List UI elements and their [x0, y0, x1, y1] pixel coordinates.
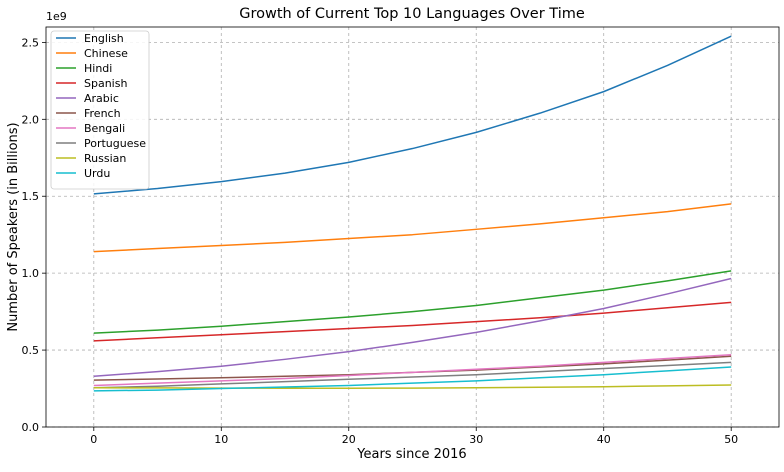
legend-label-russian: Russian	[84, 152, 126, 165]
series-lines	[93, 35, 732, 392]
x-tick-label: 0	[90, 433, 97, 446]
series-line-hindi	[93, 270, 732, 334]
x-tick-label: 40	[597, 433, 611, 446]
legend: English Chinese Hindi Spanish Arabic French Be…	[50, 30, 150, 190]
series-line-chinese	[93, 203, 732, 253]
legend-label-urdu: Urdu	[84, 167, 110, 180]
series-line-urdu	[93, 366, 732, 392]
x-tick-label: 20	[342, 433, 356, 446]
y-tick-label: 1.5	[22, 190, 40, 203]
y-axis-label: Number of Speakers (in Billions)	[6, 122, 21, 331]
chart-title: Growth of Current Top 10 Languages Over …	[239, 6, 585, 22]
legend-label-portuguese: Portuguese	[84, 137, 146, 150]
y-tick-label: 2.0	[22, 113, 40, 126]
legend-label-english: English	[84, 32, 124, 45]
legend-frame	[50, 30, 150, 190]
x-tick-label: 30	[469, 433, 483, 446]
y-tick-label: 0.0	[22, 421, 40, 434]
legend-label-french: French	[84, 107, 121, 120]
legend-label-chinese: Chinese	[84, 47, 128, 60]
series-line-bengali	[93, 353, 732, 387]
grid-lines	[46, 27, 779, 428]
series-line-portuguese	[93, 361, 732, 389]
y-offset-label: 1e9	[46, 10, 67, 23]
legend-label-arabic: Arabic	[84, 92, 119, 105]
series-line-arabic	[93, 277, 732, 377]
series-line-english	[93, 35, 732, 195]
x-axis-label: Years since 2016	[356, 447, 466, 462]
plot-frame	[45, 26, 780, 428]
y-tick-label: 0.5	[22, 344, 40, 357]
legend-label-hindi: Hindi	[84, 62, 112, 75]
legend-label-bengali: Bengali	[84, 122, 125, 135]
series-line-russian	[93, 384, 732, 389]
axis-ticks: 0 10 20 30 40 50 0.0 0.5 1.0 1.5 2.0 2.5	[22, 36, 739, 446]
y-tick-label: 1.0	[22, 267, 40, 280]
series-line-spanish	[93, 301, 732, 342]
x-tick-label: 10	[214, 433, 228, 446]
x-tick-label: 50	[724, 433, 738, 446]
y-tick-label: 2.5	[22, 36, 40, 49]
legend-label-spanish: Spanish	[84, 77, 127, 90]
